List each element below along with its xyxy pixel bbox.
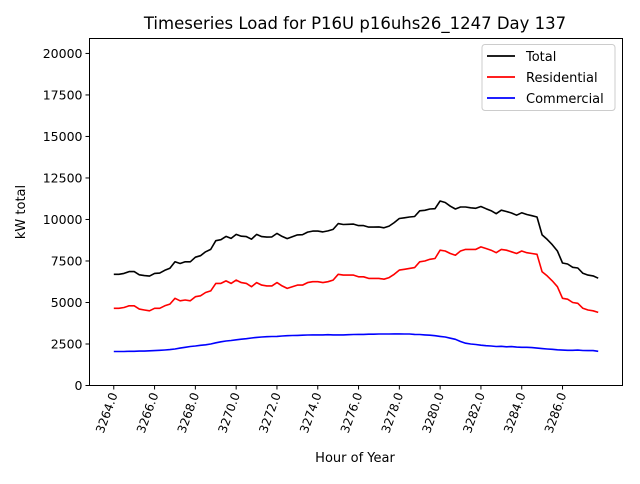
legend-label: Residential [526, 71, 598, 86]
y-tick-label: 20000 [43, 46, 83, 61]
y-tick-label: 2500 [51, 336, 83, 351]
chart-title: Timeseries Load for P16U p16uhs26_1247 D… [143, 14, 566, 34]
y-tick-label: 7500 [51, 253, 83, 268]
y-tick-label: 5000 [51, 295, 83, 310]
series-line-commercial [113, 333, 599, 353]
legend: Total Residential Commercial [481, 44, 616, 111]
y-axis-label: kW total [14, 185, 29, 239]
legend-label: Total [525, 50, 556, 65]
y-tick-label: 0 [75, 378, 83, 393]
series-lines [113, 200, 599, 353]
series-line-residential [113, 246, 599, 314]
axes-frame [89, 38, 623, 386]
y-tick-label: 15000 [43, 129, 83, 144]
legend-label: Commercial [526, 92, 604, 107]
series-line-total [113, 200, 599, 279]
y-tick-label: 17500 [43, 87, 83, 102]
y-tick-label: 10000 [43, 212, 83, 227]
y-axis-ticks: 0 2500 5000 7500 10000 12500 15000 17500 20000 [43, 46, 90, 393]
y-tick-label: 12500 [43, 170, 83, 185]
legend-box [481, 44, 616, 111]
x-axis-label: Hour of Year [315, 451, 395, 466]
